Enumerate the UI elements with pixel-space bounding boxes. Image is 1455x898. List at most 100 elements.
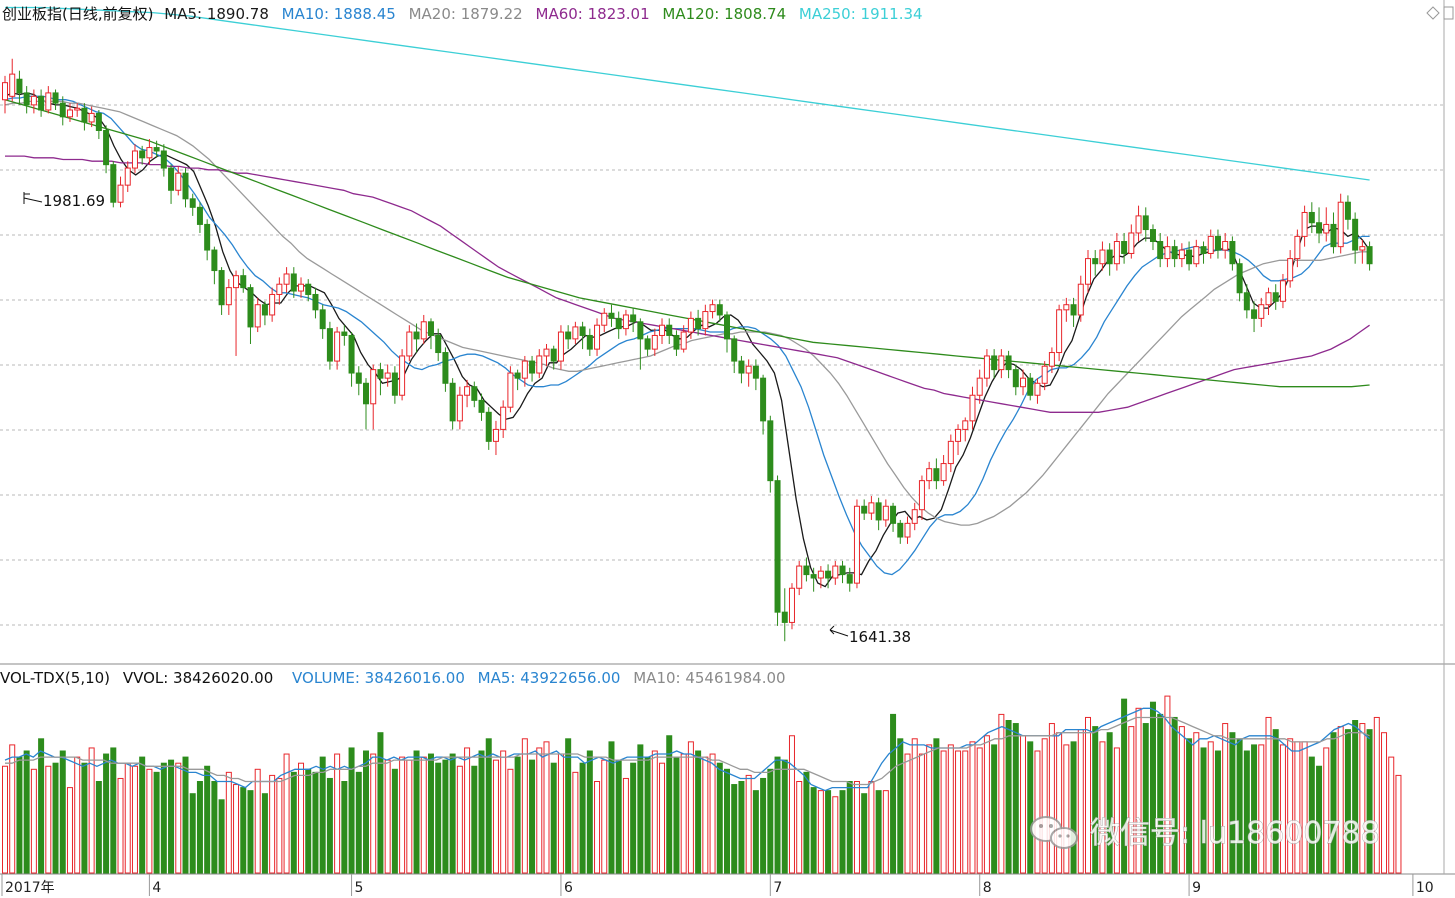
candle [1186,241,1193,271]
candle-body [659,324,666,336]
candle [1366,241,1373,271]
volume-bar [2,765,8,874]
volume-bar [334,753,341,874]
candle [1359,239,1366,264]
candle [456,386,463,430]
volume-bar [1020,735,1027,874]
candle-body [269,293,276,316]
candle [615,311,622,339]
volume-bar [117,777,124,874]
candle [507,366,514,413]
volume-bar [247,790,254,874]
candle [2,75,8,114]
volume-bar [926,744,933,874]
candle-body [803,565,810,576]
volume-bar [23,750,30,874]
candle [1222,232,1229,259]
volume-bar [59,750,66,874]
candle [825,564,832,589]
candle [724,311,730,353]
high-annotation: 1981.69 [23,192,105,210]
candle-body [334,331,341,362]
candle [608,304,615,327]
candle [38,89,45,117]
candle-body [543,348,550,357]
candle-body [781,611,788,623]
candle-body [882,505,889,521]
low-annotation: 1641.38 [829,625,911,646]
volume-bar [586,750,593,874]
diamond-icon[interactable] [1426,6,1440,20]
candle [897,519,904,544]
candle [406,325,413,362]
candle-body [45,92,52,111]
volume-bar [861,793,868,874]
candle-body [666,324,673,336]
volume-bar [1222,723,1229,874]
candle-body [1164,246,1171,260]
volume-bar [30,768,37,874]
volume-bar [716,762,723,874]
candle-body [1279,280,1286,302]
volume-bar [16,756,23,874]
volume-bar [399,756,406,874]
candle-body [500,406,507,430]
volume-bar [204,765,211,874]
volume-bar [45,765,52,874]
x-axis-labels: 2017年 4 5 6 7 8 9 10 [1,874,1434,896]
candle-body [261,304,268,316]
checkbox-icon[interactable] [1443,6,1454,20]
candle [1236,258,1243,302]
candle [319,304,326,339]
candle [254,297,261,333]
volume-bar [384,759,391,874]
volume-bar [687,741,694,874]
high-label: 1981.69 [43,192,105,210]
volume-bar [1337,726,1344,874]
candle-body [1337,201,1344,248]
candle [738,355,745,384]
candle-body [103,129,110,166]
volume-bar [377,732,384,874]
x-tick-label: 2017年 [5,880,55,896]
candle [384,364,391,387]
candle [160,144,167,177]
volume-bar [1048,723,1055,874]
candle-body [572,326,579,340]
volume-bar [363,750,369,874]
volume-bar [601,759,608,874]
candle-body [709,304,716,313]
candle [1063,297,1070,322]
candle-body [1034,382,1041,396]
candle-body [1157,241,1164,260]
candle-body [557,331,564,362]
candle [1287,250,1294,288]
svg-text:VOL-TDX(5,10) VVOL: 384260: VOL-TDX(5,10) VVOL: 38426020.00 VOLUME: … [0,669,786,687]
candle-body [124,167,131,186]
candle-body [276,283,283,295]
candle-body [1020,377,1027,388]
candle [890,502,897,532]
candle-body [233,275,240,289]
candle-body [1272,292,1279,302]
volume-bar [788,735,795,874]
candle-body [774,480,781,613]
candle [1041,361,1048,391]
candle-body [716,304,723,316]
volume-bar [738,781,745,874]
candle [1243,284,1250,319]
candle [348,332,355,387]
candle [88,106,95,128]
volume-bar [464,747,471,874]
volume-bar [579,762,586,874]
volume-bar [492,759,499,874]
volume-bar [940,750,947,874]
volume-value: VOLUME: 38426016.00 [292,669,465,687]
candle-body [687,317,694,333]
candle [500,400,507,438]
candle-body [673,334,680,350]
line-ma250 [5,6,1370,181]
volume-bar [1070,741,1077,874]
candle [341,325,348,346]
x-tick-label: 5 [355,880,364,896]
